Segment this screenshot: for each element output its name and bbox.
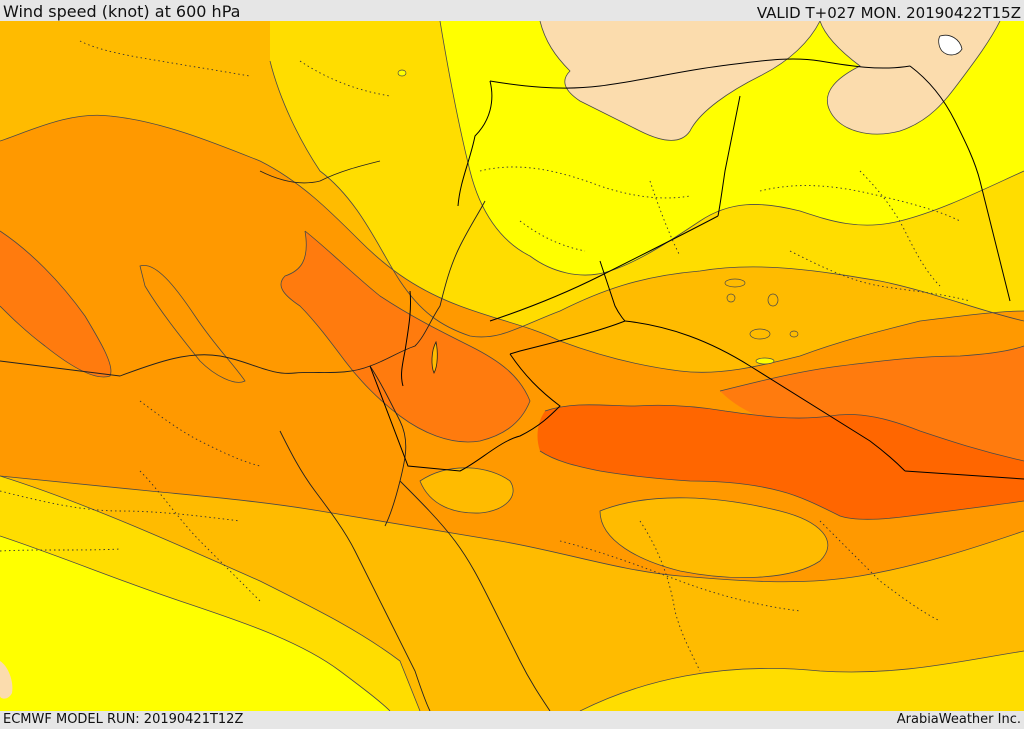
band-peach-west-edge [0,661,13,699]
small-features-yellow [397,69,775,365]
band-amber-pocket-2 [420,467,514,514]
band-peach-north [540,21,820,141]
province-boundaries [0,40,971,672]
wind-speed-map [0,21,1024,711]
map-title: Wind speed (knot) at 600 hPa [3,2,241,21]
contour-lines [0,21,1024,711]
band-dark-orange-center [280,231,530,442]
coastlines [0,160,551,711]
header-bar: Wind speed (knot) at 600 hPa VALID T+027… [0,0,1024,22]
small-features [724,278,799,340]
brand-label: ArabiaWeather Inc. [896,712,1021,727]
lake-urmia [938,34,963,56]
footer-bar: ECMWF MODEL RUN: 20190421T12Z ArabiaWeat… [0,711,1024,729]
band-gold-southeast [580,651,1024,711]
sea-of-galilee [431,340,438,374]
valid-time: VALID T+027 MON. 20190422T15Z [756,4,1021,22]
model-run-label: ECMWF MODEL RUN: 20190421T12Z [3,712,244,727]
band-dark-orange-west [0,231,111,377]
country-borders [369,58,1024,480]
band-yellow-southwest [0,536,390,711]
band-dark-orange-east [720,346,1024,461]
band-amber-pocket-1 [600,497,828,578]
band-red-orange-core [537,404,1024,520]
